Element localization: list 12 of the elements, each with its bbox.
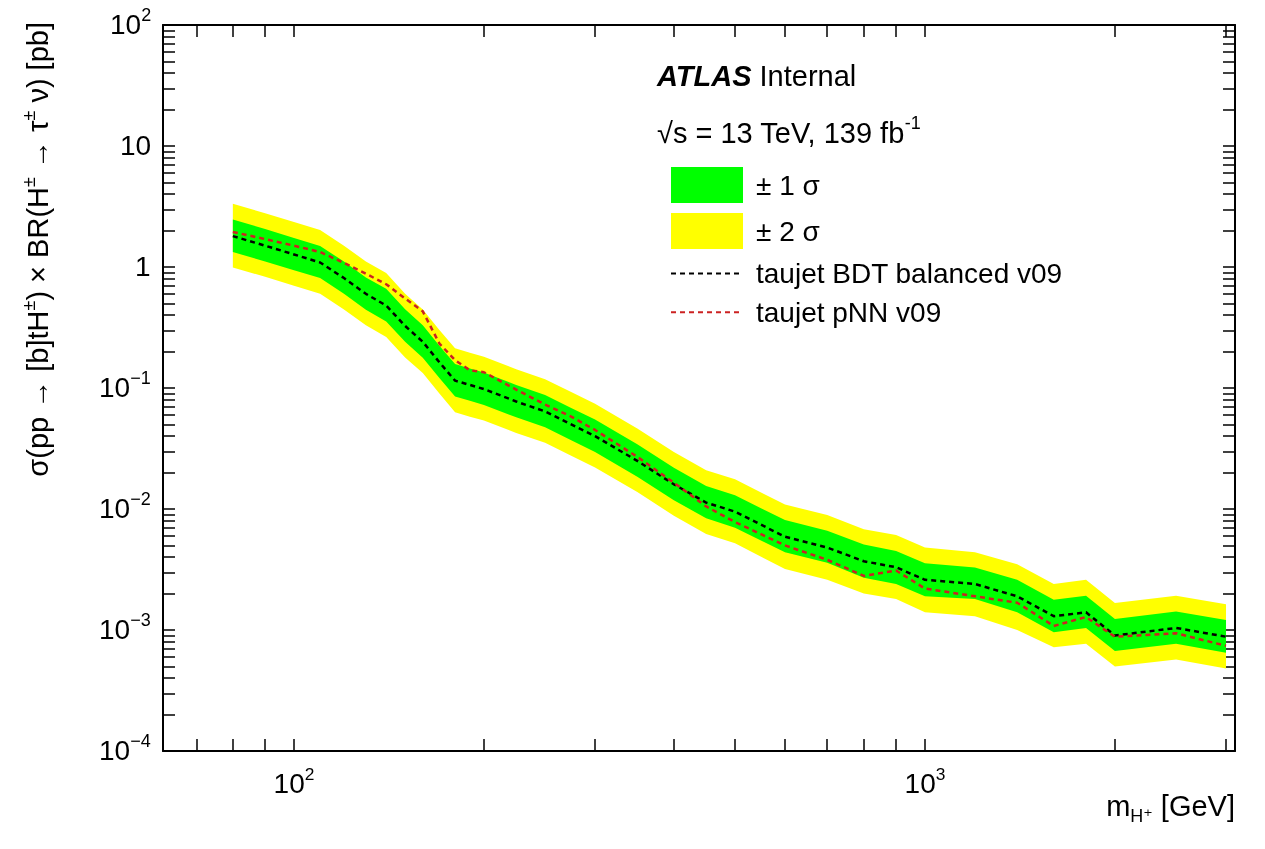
y-tick-label: 10: [120, 130, 152, 161]
y-tick-label: 1: [135, 251, 151, 282]
legend-label: ± 1 σ: [756, 169, 820, 201]
y-tick-label: 10$^{−3}$: [99, 610, 151, 645]
annotation: ATLAS Internal: [656, 60, 857, 93]
legend-label: ± 2 σ: [756, 215, 820, 247]
y-tick-label: 10$^{−1}$: [99, 368, 151, 403]
legend-label: taujet pNN v09: [756, 296, 942, 328]
legend-label: taujet BDT balanced v09: [756, 257, 1063, 289]
y-tick-label: 10$^{2}$: [110, 5, 152, 40]
y-tick-label: 10$^{−2}$: [99, 489, 151, 524]
y-tick-label: 10$^{−4}$: [99, 731, 151, 766]
